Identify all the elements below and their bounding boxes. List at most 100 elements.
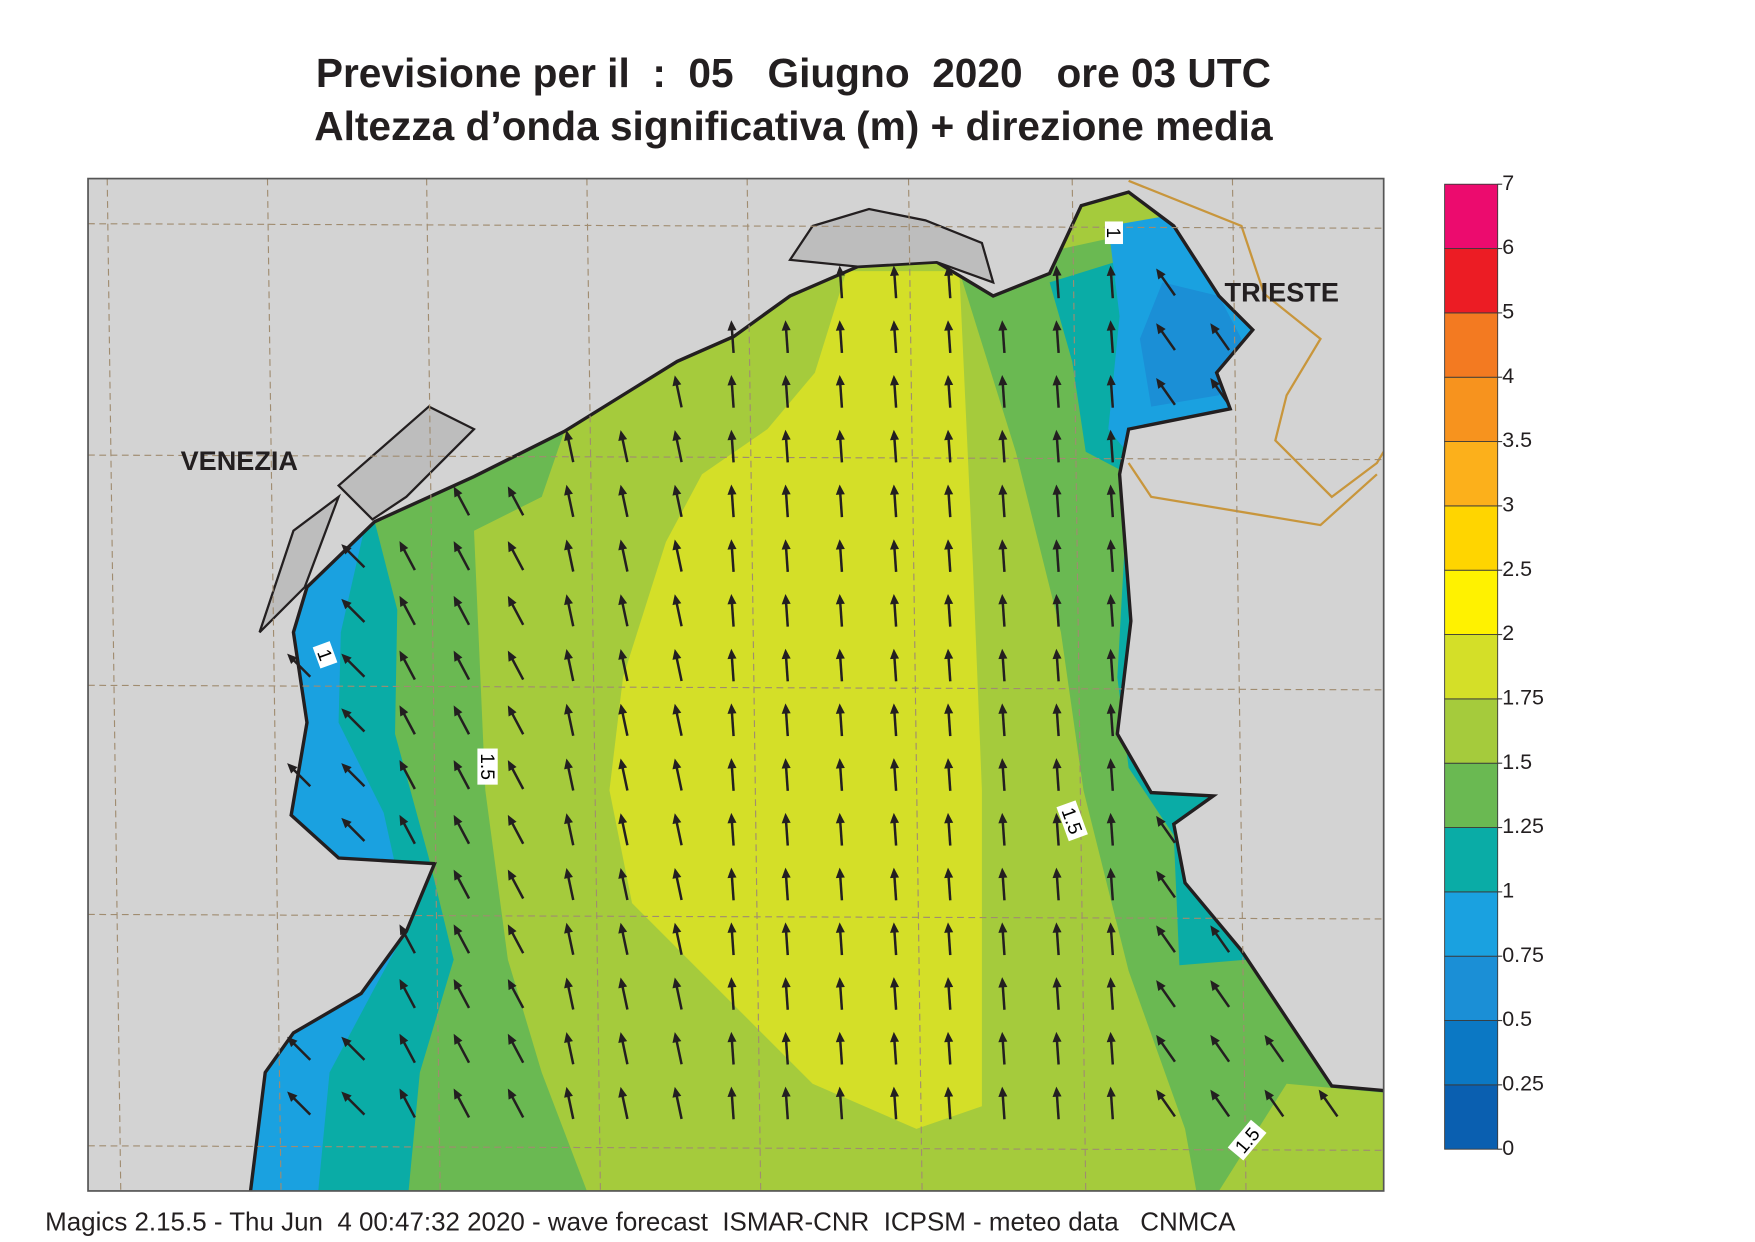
colorbar-band [1444, 1084, 1499, 1150]
arrow [998, 977, 1008, 1010]
arrow [944, 375, 954, 408]
arrow-head [890, 648, 900, 660]
arrow [1052, 539, 1062, 572]
arrow-head [399, 979, 409, 991]
arrow-shaft [1212, 1038, 1231, 1063]
arrow [1106, 320, 1116, 354]
arrow-head [944, 375, 954, 386]
arrow-shaft [1109, 927, 1115, 956]
arrow [998, 1086, 1008, 1120]
arrow [507, 705, 525, 735]
arrow-head [944, 922, 954, 933]
arrow [1106, 977, 1116, 1010]
band-1-5-se [1218, 1083, 1384, 1191]
arrow-shaft [1001, 927, 1006, 956]
arrow-head [618, 649, 628, 660]
arrow-shaft [784, 380, 789, 408]
arrow-head [507, 760, 517, 772]
arrow-head [507, 1088, 517, 1100]
arrow [1156, 378, 1176, 406]
arrow [890, 429, 900, 463]
arrow-shaft [1001, 325, 1006, 354]
arrow-head [781, 539, 791, 550]
arrow-head [564, 539, 573, 551]
arrow [1106, 867, 1116, 901]
arrow [1210, 323, 1231, 351]
arrow-head [781, 1031, 791, 1043]
colorbar-tick-label: 4 [1502, 364, 1514, 388]
arrow-head [564, 813, 573, 825]
arrow-head [672, 484, 682, 496]
arrow [835, 867, 845, 901]
arrow-shaft [1055, 380, 1060, 408]
arrow [944, 320, 954, 354]
arrow [618, 703, 629, 737]
contour-label-box: 1.5 [476, 748, 498, 785]
arrow-head [1052, 812, 1062, 824]
arrow-head [944, 320, 954, 331]
arrow [727, 758, 737, 791]
colorbar-band [1444, 312, 1499, 378]
arrow [618, 1032, 629, 1065]
arrow [507, 541, 525, 571]
arrow-shaft [566, 982, 575, 1010]
arrow [453, 705, 471, 735]
arrow-head [1106, 977, 1116, 988]
arrow [341, 598, 366, 623]
arrow [507, 760, 525, 790]
arrow [727, 812, 737, 846]
arrow-head [944, 539, 954, 550]
colorbar-tick-label: 0.75 [1502, 943, 1544, 967]
arrow-head [672, 539, 682, 551]
colorbar-tick-label: 0 [1502, 1136, 1514, 1160]
arrow-head [453, 705, 463, 717]
arrow [890, 265, 900, 299]
arrow-head [835, 648, 845, 660]
arrow-shaft [401, 709, 416, 735]
arrow [944, 922, 954, 956]
arrow-shaft [892, 1092, 898, 1120]
arrow [453, 979, 471, 1009]
arrow [781, 375, 791, 408]
arrow-head [890, 1086, 900, 1098]
colorbar-band [1444, 183, 1499, 250]
arrow-shaft [1055, 654, 1060, 682]
arrow [835, 593, 845, 627]
arrow-head [1052, 922, 1062, 933]
colorbar-band [1444, 698, 1499, 764]
arrow-shaft [401, 655, 416, 681]
arrow [1156, 268, 1176, 297]
arrow-head [672, 867, 682, 879]
arrow-head [1210, 980, 1220, 992]
arrow-head [672, 1086, 682, 1098]
arrow-shaft [1001, 1092, 1006, 1120]
grid-line [88, 913, 1384, 920]
arrow [1210, 1034, 1231, 1063]
arrow [453, 924, 471, 954]
arrow-head [1106, 867, 1116, 879]
arrow-head [453, 1033, 463, 1045]
arrow-shaft [784, 654, 789, 682]
arrow [890, 648, 900, 682]
arrow [618, 484, 629, 518]
colorbar-tick-label: 2.5 [1502, 557, 1532, 581]
colorbar-band [1444, 762, 1499, 828]
arrow-shaft [1158, 327, 1176, 351]
arrow-head [835, 593, 845, 605]
arrow [727, 593, 737, 627]
arrow [781, 922, 791, 956]
arrow-head [1106, 812, 1116, 824]
arrow [453, 760, 471, 790]
arrow [564, 977, 575, 1010]
arrow [399, 595, 416, 626]
arrow-shaft [947, 490, 952, 518]
colorbar-band [1444, 248, 1499, 314]
arrow-head [998, 1031, 1008, 1043]
arrow [341, 653, 366, 678]
arrow [507, 814, 525, 845]
arrow [944, 703, 954, 737]
arrow-head [781, 429, 791, 441]
arrow [672, 703, 683, 737]
arrow-shaft [674, 982, 683, 1010]
